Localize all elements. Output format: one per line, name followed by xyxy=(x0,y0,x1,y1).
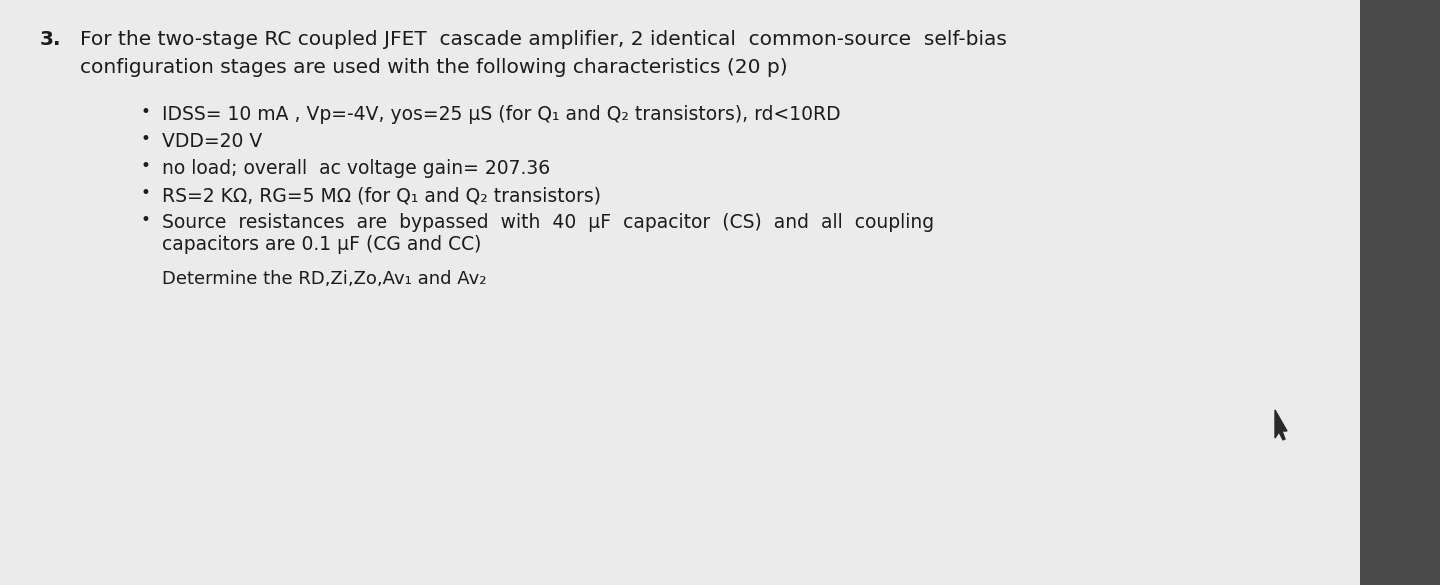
Polygon shape xyxy=(1274,410,1287,440)
Text: •: • xyxy=(140,157,150,175)
Text: configuration stages are used with the following characteristics (20 p): configuration stages are used with the f… xyxy=(81,58,788,77)
Text: •: • xyxy=(140,130,150,148)
Text: capacitors are 0.1 μF (CG and CC): capacitors are 0.1 μF (CG and CC) xyxy=(161,235,481,254)
Text: VDD=20 V: VDD=20 V xyxy=(161,132,262,151)
Text: no load; overall  ac voltage gain= 207.36: no load; overall ac voltage gain= 207.36 xyxy=(161,159,550,178)
Text: •: • xyxy=(140,103,150,121)
Text: 3.: 3. xyxy=(40,30,62,49)
FancyBboxPatch shape xyxy=(1359,0,1440,585)
Text: For the two-stage RC coupled JFET  cascade amplifier, 2 identical  common-source: For the two-stage RC coupled JFET cascad… xyxy=(81,30,1007,49)
Text: RS=2 KΩ, RG=5 MΩ (for Q₁ and Q₂ transistors): RS=2 KΩ, RG=5 MΩ (for Q₁ and Q₂ transist… xyxy=(161,186,600,205)
Text: •: • xyxy=(140,211,150,229)
Text: •: • xyxy=(140,184,150,202)
Text: Source  resistances  are  bypassed  with  40  μF  capacitor  (CS)  and  all  cou: Source resistances are bypassed with 40 … xyxy=(161,213,935,232)
Text: IDSS= 10 mA , Vp=-4V, yos=25 μS (for Q₁ and Q₂ transistors), rd<10RD: IDSS= 10 mA , Vp=-4V, yos=25 μS (for Q₁ … xyxy=(161,105,841,124)
Text: Determine the RD,Zi,Zo,Av₁ and Av₂: Determine the RD,Zi,Zo,Av₁ and Av₂ xyxy=(161,270,487,288)
